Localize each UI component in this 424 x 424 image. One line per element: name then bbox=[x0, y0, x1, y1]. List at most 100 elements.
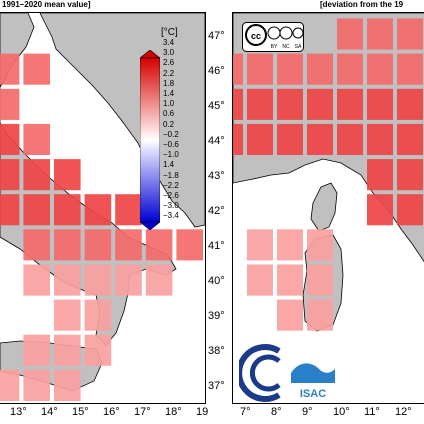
anomaly-cell bbox=[277, 264, 303, 296]
isac-text: ISAC bbox=[300, 388, 326, 400]
anomaly-cell bbox=[23, 264, 50, 296]
colorbar-tick-label: 1.8 bbox=[163, 78, 175, 88]
y-tick-label: 42° bbox=[208, 205, 225, 217]
map-right-svg bbox=[233, 13, 424, 332]
anomaly-cell bbox=[23, 53, 50, 85]
colorbar-tick-label: −3.0 bbox=[163, 201, 179, 211]
cc-text: cc bbox=[251, 31, 261, 41]
colorbar-tick-label: 1.0 bbox=[163, 99, 175, 109]
anomaly-cell bbox=[145, 229, 173, 261]
x-tick-label: 18° bbox=[165, 406, 182, 418]
map-panel-left bbox=[0, 12, 206, 404]
anomaly-cell bbox=[84, 264, 112, 296]
colorbar-tick-label: −2.6 bbox=[163, 191, 179, 200]
anomaly-cell bbox=[397, 159, 423, 191]
anomaly-cell bbox=[277, 53, 303, 85]
anomaly-cell bbox=[54, 299, 81, 331]
colorbar-tick-label: 1.4 bbox=[163, 160, 175, 170]
anomaly-cell bbox=[23, 159, 50, 191]
anomaly-cell bbox=[23, 334, 50, 366]
cc-nc-text: NC bbox=[282, 44, 290, 50]
land-corsica bbox=[310, 182, 338, 232]
anomaly-cell bbox=[307, 88, 333, 120]
anomaly-cell bbox=[0, 194, 20, 226]
colorbar-tick-label: 2.2 bbox=[163, 68, 175, 78]
anomaly-cell bbox=[145, 264, 173, 296]
anomaly-cell bbox=[337, 123, 363, 155]
y-tick-label: 46° bbox=[208, 65, 225, 77]
anomaly-cell bbox=[337, 88, 363, 120]
x-tick-label: 16° bbox=[103, 406, 120, 418]
colorbar-tick-label: 0.6 bbox=[163, 109, 175, 119]
anomaly-cell bbox=[0, 123, 20, 155]
anomaly-cell bbox=[23, 123, 50, 155]
anomaly-cell bbox=[397, 123, 423, 155]
y-tick-label: 45° bbox=[208, 100, 225, 112]
colorbar-tick-label: −0.6 bbox=[163, 140, 179, 149]
anomaly-cell bbox=[277, 229, 303, 261]
x-tick-label: 12° bbox=[395, 406, 412, 418]
anomaly-cell bbox=[337, 18, 363, 50]
colorbar-tick-label: −2.2 bbox=[163, 180, 179, 190]
colorbar-tick-label: 0.2 bbox=[163, 119, 175, 129]
x-tick-label: 15° bbox=[72, 406, 89, 418]
anomaly-cell bbox=[23, 194, 50, 226]
x-tick-label: 19 bbox=[196, 406, 209, 418]
anomaly-cell bbox=[233, 123, 243, 155]
anomaly-cell bbox=[367, 123, 393, 155]
anomaly-cell bbox=[397, 53, 423, 85]
x-tick-label: 11° bbox=[364, 406, 380, 418]
land-balkans bbox=[39, 13, 205, 228]
colorbar-tick-label: −1.8 bbox=[163, 170, 179, 180]
anomaly-cells-left bbox=[0, 53, 203, 401]
x-tick-label: 17° bbox=[134, 406, 151, 418]
anomaly-cell bbox=[54, 369, 81, 401]
colorbar-tick-label: 1.4 bbox=[163, 89, 175, 98]
anomaly-cell bbox=[84, 229, 112, 261]
x-tick-label: 13° bbox=[10, 406, 27, 418]
colorbar-tick-label: −1.0 bbox=[163, 150, 179, 160]
anomaly-cell bbox=[84, 334, 112, 366]
anomaly-cell bbox=[23, 369, 50, 401]
anomaly-cell bbox=[0, 88, 20, 120]
colorbar-tick-label: 3.4 bbox=[163, 38, 175, 47]
y-tick-label: 39° bbox=[208, 310, 225, 322]
cc-license-badge: cc BY NC SA bbox=[242, 22, 304, 52]
anomaly-cell bbox=[277, 123, 303, 155]
colorbar-tick-label: −0.2 bbox=[163, 129, 179, 139]
anomaly-cell bbox=[307, 229, 333, 261]
y-tick-label: 41° bbox=[208, 240, 225, 252]
colorbar-tick-label: −3.4 bbox=[163, 211, 179, 221]
cnr-isac-logo: ISAC bbox=[239, 344, 335, 402]
y-tick-label: 44° bbox=[208, 135, 225, 147]
anomaly-cell bbox=[54, 194, 81, 226]
x-tick-label: 7° bbox=[240, 406, 251, 418]
anomaly-cell bbox=[307, 123, 333, 155]
colorbar-unit: [°C] bbox=[161, 27, 178, 38]
anomaly-cell bbox=[367, 159, 393, 191]
anomaly-cell bbox=[367, 194, 393, 226]
anomaly-cell bbox=[307, 264, 333, 296]
anomaly-cell bbox=[54, 334, 81, 366]
y-tick-label: 47° bbox=[208, 30, 225, 42]
anomaly-cell bbox=[277, 299, 303, 331]
y-tick-label: 40° bbox=[208, 275, 225, 287]
anomaly-cell bbox=[367, 53, 393, 85]
anomaly-cell bbox=[115, 264, 142, 296]
anomaly-cell bbox=[233, 88, 243, 120]
isac-wave-icon bbox=[291, 363, 335, 383]
cc-by-text: BY bbox=[271, 44, 278, 50]
x-tick-label: 10° bbox=[333, 406, 350, 418]
caption-left: 1991–2020 mean value] bbox=[2, 0, 91, 9]
anomaly-cell bbox=[54, 159, 81, 191]
y-tick-label: 43° bbox=[208, 170, 225, 182]
anomaly-cell bbox=[337, 53, 363, 85]
cc-sa-text: SA bbox=[295, 44, 302, 50]
colorbar-tick-label: 3.0 bbox=[163, 48, 175, 58]
anomaly-cell bbox=[397, 194, 423, 226]
y-tick-label: 37° bbox=[208, 380, 225, 392]
anomaly-cell bbox=[397, 88, 423, 120]
y-tick-label: 38° bbox=[208, 345, 225, 357]
anomaly-cell bbox=[233, 53, 243, 85]
map-panel-right: cc BY NC SA ISAC bbox=[232, 12, 424, 404]
